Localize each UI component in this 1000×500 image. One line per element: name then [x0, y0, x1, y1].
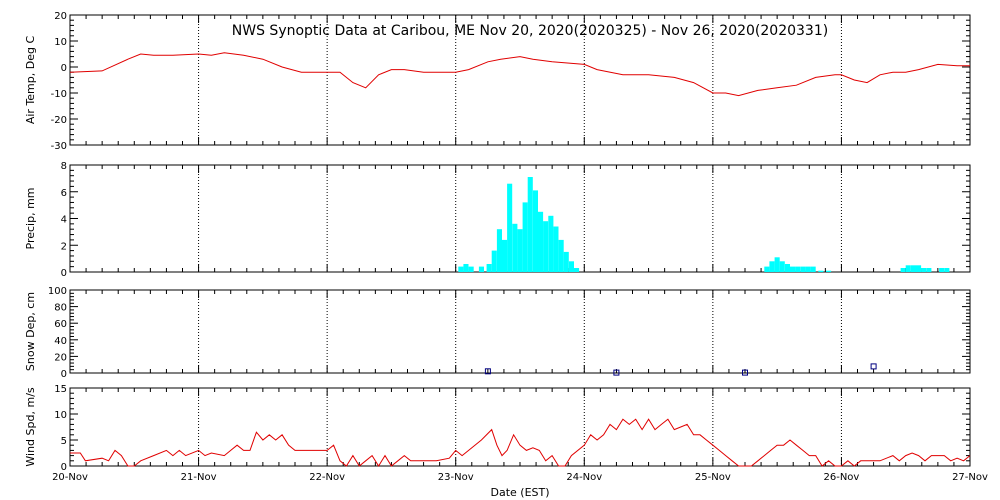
x-tick-label: 27-Nov: [952, 472, 988, 483]
precip-bar: [926, 268, 932, 272]
y-axis-label: Precip, mm: [24, 188, 37, 250]
precip-bar: [512, 223, 518, 272]
precip-bar: [574, 268, 580, 272]
precip-bar: [805, 266, 811, 272]
precip-bar: [774, 257, 780, 272]
x-axis-label: Date (EST): [490, 486, 549, 499]
precip-bar: [468, 266, 474, 272]
data-series-line: [69, 52, 970, 97]
chart-title: NWS Synoptic Data at Caribou, ME Nov 20,…: [232, 23, 828, 39]
y-tick-label: 15: [54, 384, 67, 395]
y-tick-label: 6: [61, 188, 67, 199]
precip-bar: [944, 268, 950, 272]
precip-bar: [543, 221, 549, 272]
y-tick-label: 4: [61, 215, 67, 226]
y-tick-label: -30: [51, 141, 67, 152]
precip-bar: [921, 268, 927, 272]
precip-bar: [795, 266, 801, 272]
precip-bar: [764, 266, 770, 272]
x-tick-label: 20-Nov: [52, 472, 88, 483]
precip-bar: [496, 229, 502, 272]
x-tick-label: 25-Nov: [695, 472, 731, 483]
y-tick-label: 20: [54, 11, 67, 22]
precip-bar: [818, 270, 824, 272]
precip-bar: [779, 261, 785, 272]
snow-depth-point: [870, 363, 877, 370]
y-axis-label: Wind Spd, m/s: [24, 387, 37, 467]
precip-bar: [548, 215, 554, 272]
y-tick-label: 60: [54, 319, 67, 330]
precip-bar: [558, 239, 564, 272]
y-tick-label: 40: [54, 336, 67, 347]
precip-bar: [522, 202, 528, 272]
y-tick-label: 0: [61, 369, 67, 380]
snow-depth-point: [613, 369, 620, 376]
precip-bar: [939, 268, 945, 272]
y-tick-label: 0: [61, 63, 67, 74]
y-axis-label: Air Temp, Deg C: [24, 36, 37, 125]
precip-bar: [463, 264, 469, 272]
panel-1: -30 -20 -10 0 10 20 Air Temp, Deg C: [24, 11, 971, 152]
precip-bar: [517, 229, 523, 272]
precip-bar: [486, 264, 492, 272]
x-tick-label: 26-Nov: [823, 472, 859, 483]
x-tick-label: 24-Nov: [566, 472, 602, 483]
precip-bar: [810, 266, 816, 272]
precip-bar: [784, 264, 790, 272]
precip-bar: [790, 266, 796, 272]
precip-bar: [478, 266, 484, 272]
panel-2: 0 2 4 6 8 Precip, mm: [24, 161, 971, 279]
y-tick-label: 20: [54, 352, 67, 363]
y-tick-label: 100: [48, 286, 67, 297]
precip-bar: [507, 183, 513, 272]
precip-bar: [826, 270, 832, 272]
precip-bar: [916, 265, 922, 272]
panel-4: 0 5 10 15 Wind Spd, m/s: [24, 384, 971, 473]
y-tick-label: 5: [61, 436, 67, 447]
panel-frame: [69, 387, 971, 467]
precip-bar: [538, 211, 544, 272]
x-tick-label: 21-Nov: [181, 472, 217, 483]
snow-depth-point: [742, 369, 748, 376]
precip-bar: [502, 239, 508, 272]
data-series-line: [70, 418, 971, 467]
precip-bar: [491, 250, 497, 272]
precip-bar: [905, 265, 911, 272]
precip-bar: [553, 226, 559, 272]
precip-bar: [900, 268, 906, 272]
precip-bar: [568, 261, 574, 272]
y-tick-label: 80: [54, 303, 67, 314]
snow-depth-point: [484, 368, 491, 375]
y-tick-label: -20: [51, 115, 67, 126]
precip-bar: [800, 266, 806, 272]
y-tick-label: 0: [61, 268, 67, 279]
y-tick-label: -10: [51, 89, 67, 100]
y-tick-label: 10: [54, 37, 67, 48]
y-tick-label: 8: [61, 161, 67, 172]
y-tick-label: 2: [61, 241, 67, 252]
precip-bar: [769, 261, 775, 272]
x-tick-label: 23-Nov: [438, 472, 474, 483]
precip-bar: [527, 177, 533, 272]
precip-bar: [910, 265, 916, 272]
x-tick-label: 22-Nov: [309, 472, 345, 483]
precip-bar: [532, 190, 538, 272]
panel-frame: [69, 289, 971, 374]
y-tick-label: 0: [61, 462, 67, 473]
panel-3: 0 20 40 60 80 100 Snow Dep, cm: [24, 286, 971, 380]
precip-bar: [563, 251, 569, 272]
y-tick-label: 10: [54, 410, 67, 421]
y-axis-label: Snow Dep, cm: [24, 292, 37, 371]
precip-bar: [458, 266, 464, 272]
